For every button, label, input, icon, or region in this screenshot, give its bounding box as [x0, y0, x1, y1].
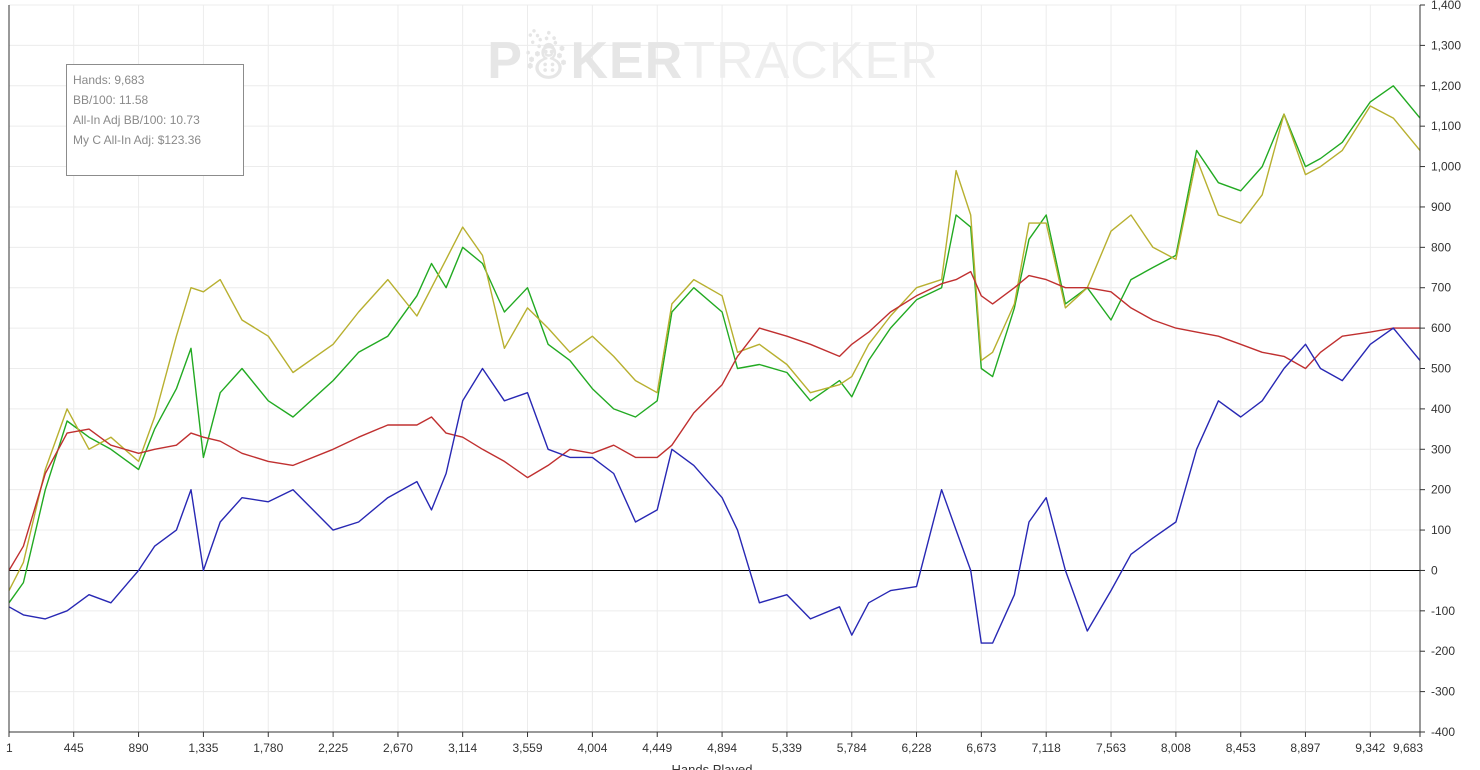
x-tick-label: 3,559 — [513, 741, 543, 755]
x-tick-label: 7,118 — [1032, 741, 1061, 755]
y-tick-label: 900 — [1431, 200, 1451, 214]
x-tick-label: 9,342 — [1355, 741, 1385, 755]
stat-allin-adj-bb-per-100: All-In Adj BB/100: 10.73 — [73, 113, 200, 127]
x-axis-tick-labels: 1 445 890 1,335 1,780 2,225 2,670 3,114 3,559 4,0… — [6, 732, 1423, 755]
y-tick-label: 1,400 — [1431, 0, 1461, 12]
y-tick-label: 1,100 — [1431, 119, 1461, 133]
x-axis-title: Hands Played — [672, 762, 753, 770]
x-tick-label: 8,008 — [1161, 741, 1191, 755]
y-tick-label: 500 — [1431, 362, 1451, 376]
x-tick-label: 2,225 — [318, 741, 348, 755]
x-tick-label: 1,780 — [253, 741, 283, 755]
x-tick-label: 4,449 — [642, 741, 672, 755]
x-tick-label: 2,670 — [383, 741, 413, 755]
x-tick-label: 5,784 — [837, 741, 867, 755]
y-tick-label: -100 — [1431, 604, 1455, 618]
y-tick-label: 0 — [1431, 563, 1438, 577]
x-tick-label: 7,563 — [1096, 741, 1126, 755]
x-tick-label: 1,335 — [188, 741, 218, 755]
y-tick-label: 300 — [1431, 442, 1451, 456]
series-line-red — [8, 270, 1420, 571]
y-tick-label: -400 — [1431, 725, 1455, 739]
y-tick-label: -200 — [1431, 644, 1455, 658]
x-tick-label: 4,004 — [577, 741, 607, 755]
x-tick-label: 4,894 — [707, 741, 737, 755]
y-tick-label: 1,200 — [1431, 79, 1461, 93]
watermark-bold: P☃KER — [487, 28, 683, 90]
y-tick-label: 600 — [1431, 321, 1451, 335]
y-tick-label: 200 — [1431, 483, 1451, 497]
x-tick-label: 5,339 — [772, 741, 802, 755]
y-axis-tick-labels: -400 -300 -200 -100 0 100 200 300 400 500 600 700 80… — [1420, 0, 1461, 739]
x-tick-label: 445 — [64, 741, 84, 755]
watermark: P☃KERTRACKER — [487, 28, 939, 90]
y-tick-label: 400 — [1431, 402, 1451, 416]
y-tick-label: 800 — [1431, 240, 1451, 254]
x-tick-label: 6,228 — [901, 741, 931, 755]
x-tick-label: 1 — [6, 741, 13, 755]
stat-my-c-allin-adj: My C All-In Adj: $123.36 — [73, 133, 202, 147]
y-tick-label: 700 — [1431, 281, 1451, 295]
series-line-blue — [8, 327, 1421, 644]
x-tick-label: 8,897 — [1290, 741, 1320, 755]
x-tick-label: 8,453 — [1226, 741, 1256, 755]
stats-summary-box: Hands: 9,683 BB/100: 11.58 All-In Adj BB… — [66, 64, 244, 176]
x-tick-label: 890 — [129, 741, 149, 755]
y-tick-label: 1,300 — [1431, 38, 1461, 52]
y-tick-label: -300 — [1431, 685, 1455, 699]
x-tick-label: 3,114 — [448, 741, 477, 755]
y-tick-label: 1,000 — [1431, 160, 1461, 174]
series-lines — [8, 85, 1421, 644]
stat-bb-per-100: BB/100: 11.58 — [73, 93, 149, 107]
y-tick-label: 100 — [1431, 523, 1451, 537]
watermark-light: TRACKER — [683, 32, 938, 90]
x-tick-label: 9,683 — [1393, 741, 1423, 755]
series-line-yellow — [8, 105, 1421, 591]
x-tick-label: 6,673 — [966, 741, 996, 755]
stat-hands: Hands: 9,683 — [73, 73, 145, 87]
